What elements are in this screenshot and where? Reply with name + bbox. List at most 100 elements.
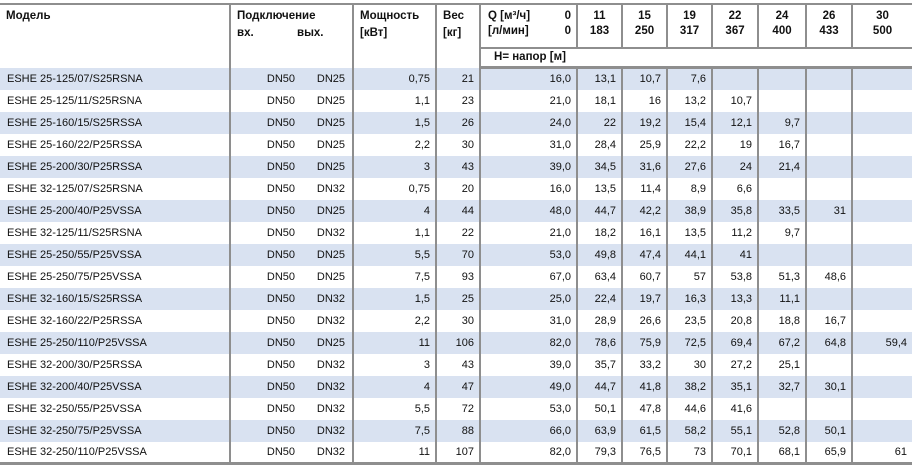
head-value-cell: 10,7 — [712, 89, 760, 112]
inlet-size-cell: DN50 — [266, 402, 295, 415]
flow-m3h-value: 19 — [683, 10, 696, 22]
outlet-size-cell: DN32 — [300, 287, 355, 310]
head-value-cell: 55,1 — [712, 419, 760, 442]
head-value-cell — [852, 376, 912, 398]
weight-unit-label: [кг] — [443, 27, 462, 39]
head-value-cell — [806, 243, 854, 266]
inlet-size-cell: DN50 — [266, 204, 295, 217]
model-cell: ESHE 32-160/15/S25RSSA — [0, 287, 231, 310]
table-row: ESHE 32-160/15/S25RSSA DN50 DN32 1,5 25 … — [0, 287, 912, 310]
power-cell: 7,5 — [353, 419, 438, 442]
flow-lmin-value: 367 — [725, 25, 745, 37]
head-value-cell: 18,2 — [577, 221, 624, 244]
outlet-size-cell: DN25 — [300, 265, 355, 288]
head-value-cell: 16,3 — [667, 287, 714, 310]
head-value-cell — [852, 288, 912, 310]
inlet-size-cell: DN50 — [266, 226, 295, 239]
head-value-cell: 19,7 — [622, 287, 669, 310]
inlet-size-cell: DN50 — [230, 441, 300, 465]
head-value-cell: 25,1 — [758, 353, 808, 376]
model-cell: ESHE 25-200/40/P25VSSA — [0, 199, 231, 222]
table-row: ESHE 25-250/110/P25VSSA DN50 DN25 11 106… — [0, 331, 912, 354]
power-cell: 3 — [353, 353, 438, 376]
model-cell: ESHE 25-250/75/P25VSSA — [0, 265, 231, 288]
weight-cell: 107 — [436, 441, 482, 465]
head-value-cell: 16,1 — [622, 221, 669, 244]
table-row: ESHE 32-250/110/P25VSSA DN50 DN32 11 107… — [0, 441, 912, 465]
head-value-cell — [806, 177, 854, 200]
column-header-flow-7: 30 500 — [852, 4, 912, 49]
head-value-cell: 41,8 — [622, 375, 669, 398]
head-value-cell: 63,9 — [577, 419, 624, 442]
head-value-cell: 50,1 — [577, 397, 624, 420]
model-cell: ESHE 25-160/15/S25RSSA — [0, 111, 231, 134]
head-value-cell: 8,9 — [667, 177, 714, 200]
head-value-cell: 16,7 — [806, 309, 854, 332]
head-value-cell: 16 — [622, 89, 669, 112]
weight-cell: 47 — [436, 375, 482, 398]
head-value-cell: 34,5 — [577, 155, 624, 178]
head-value-cell: 24,0 — [480, 111, 579, 134]
head-value-cell: 21,0 — [480, 89, 579, 112]
model-cell: ESHE 32-250/110/P25VSSA — [0, 441, 231, 465]
column-header-flow-5: 24 400 — [758, 4, 808, 49]
power-cell: 2,2 — [353, 309, 438, 332]
weight-cell: 106 — [436, 331, 482, 354]
flow-lmin-value: 400 — [772, 25, 792, 37]
weight-cell: 43 — [436, 155, 482, 178]
head-value-cell: 20,8 — [712, 309, 760, 332]
model-cell: ESHE 25-125/11/S25RSNA — [0, 89, 231, 112]
head-value-cell: 53,0 — [480, 397, 579, 420]
head-value-cell: 35,7 — [577, 353, 624, 376]
flow-lmin-zero: 0 — [564, 25, 572, 37]
outlet-size-cell: DN32 — [300, 397, 355, 420]
power-cell: 4 — [353, 375, 438, 398]
head-value-cell: 12,1 — [712, 111, 760, 134]
head-value-cell: 15,4 — [667, 111, 714, 134]
outlet-size-cell: DN25 — [300, 67, 355, 90]
flow-lmin-label: [л/мин] — [488, 25, 529, 37]
head-value-cell: 16,7 — [758, 133, 808, 156]
table-row: ESHE 25-200/30/P25RSSA DN50 DN25 3 43 39… — [0, 155, 912, 178]
weight-cell: 22 — [436, 221, 482, 244]
head-value-cell: 47,4 — [622, 243, 669, 266]
head-value-cell: 7,6 — [667, 67, 714, 90]
head-value-cell — [712, 67, 760, 90]
head-value-cell: 27,6 — [667, 155, 714, 178]
head-value-cell: 31,6 — [622, 155, 669, 178]
pump-spec-table: Модель Подключение вх. вых. Мощность [кВ… — [0, 3, 912, 465]
model-cell: ESHE 25-160/22/P25RSSA — [0, 133, 231, 156]
head-value-cell: 16,0 — [480, 67, 579, 90]
weight-cell: 23 — [436, 89, 482, 112]
flow-lmin-zero-line: [л/мин] 0 — [481, 22, 576, 39]
head-value-cell: 78,6 — [577, 331, 624, 354]
power-cell: 1,1 — [353, 89, 438, 112]
head-value-cell — [852, 266, 912, 288]
head-value-cell: 50,1 — [806, 419, 854, 442]
table-row: ESHE 25-160/22/P25RSSA DN50 DN25 2,2 30 … — [0, 133, 912, 156]
inlet-size-cell: DN50 — [266, 138, 295, 151]
head-value-cell: 13,1 — [577, 67, 624, 90]
head-value-cell: 6,6 — [712, 177, 760, 200]
head-value-cell: 75,9 — [622, 331, 669, 354]
head-value-cell — [852, 200, 912, 222]
connection-subheader: вх. вых. — [231, 24, 352, 39]
inlet-size-cell: DN50 — [266, 160, 295, 173]
column-header-flow-3: 19 317 — [667, 4, 714, 49]
column-header-flow-4: 22 367 — [712, 4, 760, 49]
outlet-size-cell: DN32 — [300, 375, 355, 398]
head-value-cell: 59,4 — [885, 336, 908, 349]
head-value-cell: 76,5 — [622, 441, 669, 465]
head-value-cell — [852, 178, 912, 200]
weight-cell: 30 — [436, 133, 482, 156]
outlet-size-cell: DN32 — [300, 221, 355, 244]
column-header-flow-6: 26 433 — [806, 4, 854, 49]
head-value-cell: 10,7 — [622, 67, 669, 90]
power-cell: 1,5 — [353, 287, 438, 310]
flow-lmin-value: 500 — [872, 25, 893, 37]
head-value-cell: 28,4 — [577, 133, 624, 156]
weight-cell: 43 — [436, 353, 482, 376]
head-value-cell: 53,8 — [712, 265, 760, 288]
outlet-size-cell: DN25 — [300, 133, 355, 156]
head-value-cell — [806, 155, 854, 178]
